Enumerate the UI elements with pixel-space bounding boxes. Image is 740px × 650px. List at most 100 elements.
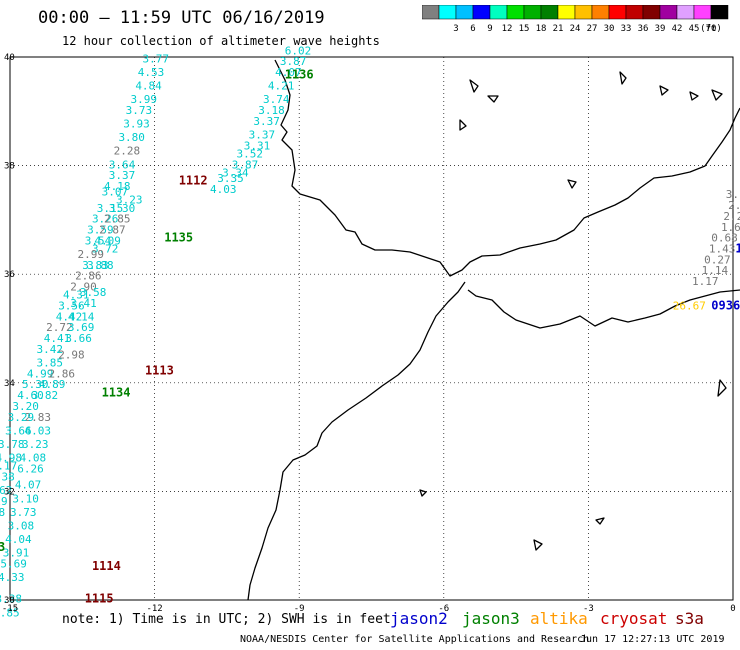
x-tick-label: -12 [146, 604, 162, 614]
x-tick-label: -9 [294, 604, 305, 614]
wave-height-label: 3.41 [70, 297, 97, 310]
wave-height-label: 0.68 [711, 232, 738, 245]
pass-time-label: 1114 [92, 559, 121, 573]
pass-time-label: 1112 [179, 174, 208, 188]
legend-tick-label: 3 [453, 24, 458, 34]
wave-height-label: 3.62 [0, 484, 12, 497]
wave-height-label: 3.52 [237, 147, 263, 160]
wave-height-label: 4.99 [27, 367, 54, 380]
wave-height-label: 3.38 [0, 593, 22, 606]
wave-height-label: 1.17 [692, 275, 719, 288]
wave-height-label: 3.91 [3, 547, 30, 560]
legend-tick-label: 21 [553, 24, 564, 34]
pass-time-label: 1136 [285, 68, 314, 82]
wave-height-label: 0.27 [704, 253, 731, 266]
wave-height-label: 3.20 [12, 400, 39, 413]
satellite-jason3: jason3 [462, 609, 520, 628]
wave-height-label: 4.31 [63, 289, 90, 302]
wave-height-label: 3.80 [118, 131, 145, 144]
wave-height-label: 3.78 [0, 438, 24, 451]
y-tick-label: 40 [4, 53, 15, 63]
wave-height-label: 4.33 [0, 571, 24, 584]
island-8 [595, 517, 605, 525]
satellite-cryosat: cryosat [600, 609, 668, 628]
wave-height-label: 3.37 [249, 128, 276, 141]
legend-tick-label: 70 [706, 24, 717, 34]
y-tick-label: 34 [4, 379, 15, 389]
wave-height-label: 4.03 [24, 424, 51, 437]
wave-height-label: 4.04 [5, 533, 32, 546]
wave-height-label: 4.60 [17, 389, 44, 402]
wave-height-label: 3.58 [80, 286, 107, 299]
africa-coast [247, 281, 466, 601]
wave-height-label: 4.14 [68, 310, 95, 323]
pass-time-label: 1 [735, 241, 740, 255]
wave-height-label: 3.83 [82, 259, 109, 272]
satellite-jason2: jason2 [390, 609, 448, 628]
pass-time-label: 1115 [85, 592, 114, 606]
legend-unit: (ft) [700, 24, 722, 34]
pass-time-label: 1134 [102, 385, 131, 399]
wave-height-label: 4.03 [210, 183, 237, 196]
iberia-coast [274, 59, 740, 277]
pass-time-label: 0936 [711, 298, 740, 312]
wave-height-label: 3.87 [280, 55, 307, 68]
wave-height-label: 3.74 [263, 93, 290, 106]
wave-height-label: 3.93 [123, 118, 149, 131]
page-title: 00:00 – 11:59 UTC 06/16/2019 [38, 8, 325, 28]
footer-credit: NOAA/NESDIS Center for Satellite Applica… [240, 634, 590, 645]
legend-tick-label: 33 [621, 24, 632, 34]
wave-height-label: 3.42 [37, 343, 64, 356]
legend-tick-label: 15 [519, 24, 530, 34]
legend-tick-label: 30 [604, 24, 615, 34]
wave-height-label: 4.41 [44, 332, 71, 345]
island-2 [487, 95, 499, 103]
y-tick-label: 32 [4, 487, 15, 497]
legend-tick-label: 36 [638, 24, 649, 34]
wave-height-label: 3.17 [0, 460, 17, 473]
legend-swatch [710, 5, 729, 20]
wave-height-label: 3.87 [232, 158, 259, 171]
wave-height-label: 3.29 [0, 495, 8, 508]
wave-height-label: 1.64 [721, 221, 740, 234]
wave-height-label: 2.99 [77, 248, 104, 261]
wave-height-label: 2.86 [75, 270, 102, 283]
island-12 [567, 179, 577, 189]
wave-height-label: 3.73 [10, 506, 37, 519]
legend-tick-label: 12 [502, 24, 513, 34]
wave-height-label: 2.85 [104, 213, 130, 226]
wave-height-label: 2.98 [58, 348, 84, 361]
wave-height-label: 3.66 [5, 424, 32, 437]
island-3 [619, 71, 627, 85]
legend-tick-label: 27 [587, 24, 598, 34]
wave-height-label: 2.2 [723, 210, 740, 223]
legend-tick-label: 39 [655, 24, 666, 34]
wave-height-label: 3.15 [97, 202, 124, 215]
wave-height-label: 4.07 [275, 66, 302, 79]
wave-height-label: 4.09 [94, 234, 121, 247]
wave-height-label: 3.31 [244, 139, 271, 152]
wave-height-label: 3.64 [109, 158, 136, 171]
wave-height-label: 4.53 [138, 66, 165, 79]
wave-height-label: 3.37 [253, 115, 280, 128]
pass-time-label: 1133 [0, 540, 5, 554]
wave-height-label: 3.08 [8, 519, 35, 532]
y-tick-label: 30 [4, 596, 15, 606]
island-10 [419, 489, 427, 497]
island-6 [711, 89, 723, 101]
wave-height-label: 3.69 [68, 321, 95, 334]
wave-height-label: 2.28 [114, 145, 141, 158]
wave-height-label: 3.59 [87, 223, 114, 236]
wave-height-label: 4.21 [268, 80, 295, 93]
wave-height-label: 1.43 [709, 242, 736, 255]
wave-height-label: 3.37 [109, 169, 136, 182]
island-9 [533, 539, 543, 551]
passes-layer: 1136111211351113113411331132111411150936… [0, 68, 740, 606]
wave-height-label: 3. [726, 188, 739, 201]
wave-height-label: 3.07 [102, 185, 129, 198]
wave-height-label: 3.85 [37, 357, 64, 370]
y-tick-label: 38 [4, 162, 15, 172]
map-frame [9, 56, 734, 601]
wave-height-label: 3.38 [0, 471, 15, 484]
